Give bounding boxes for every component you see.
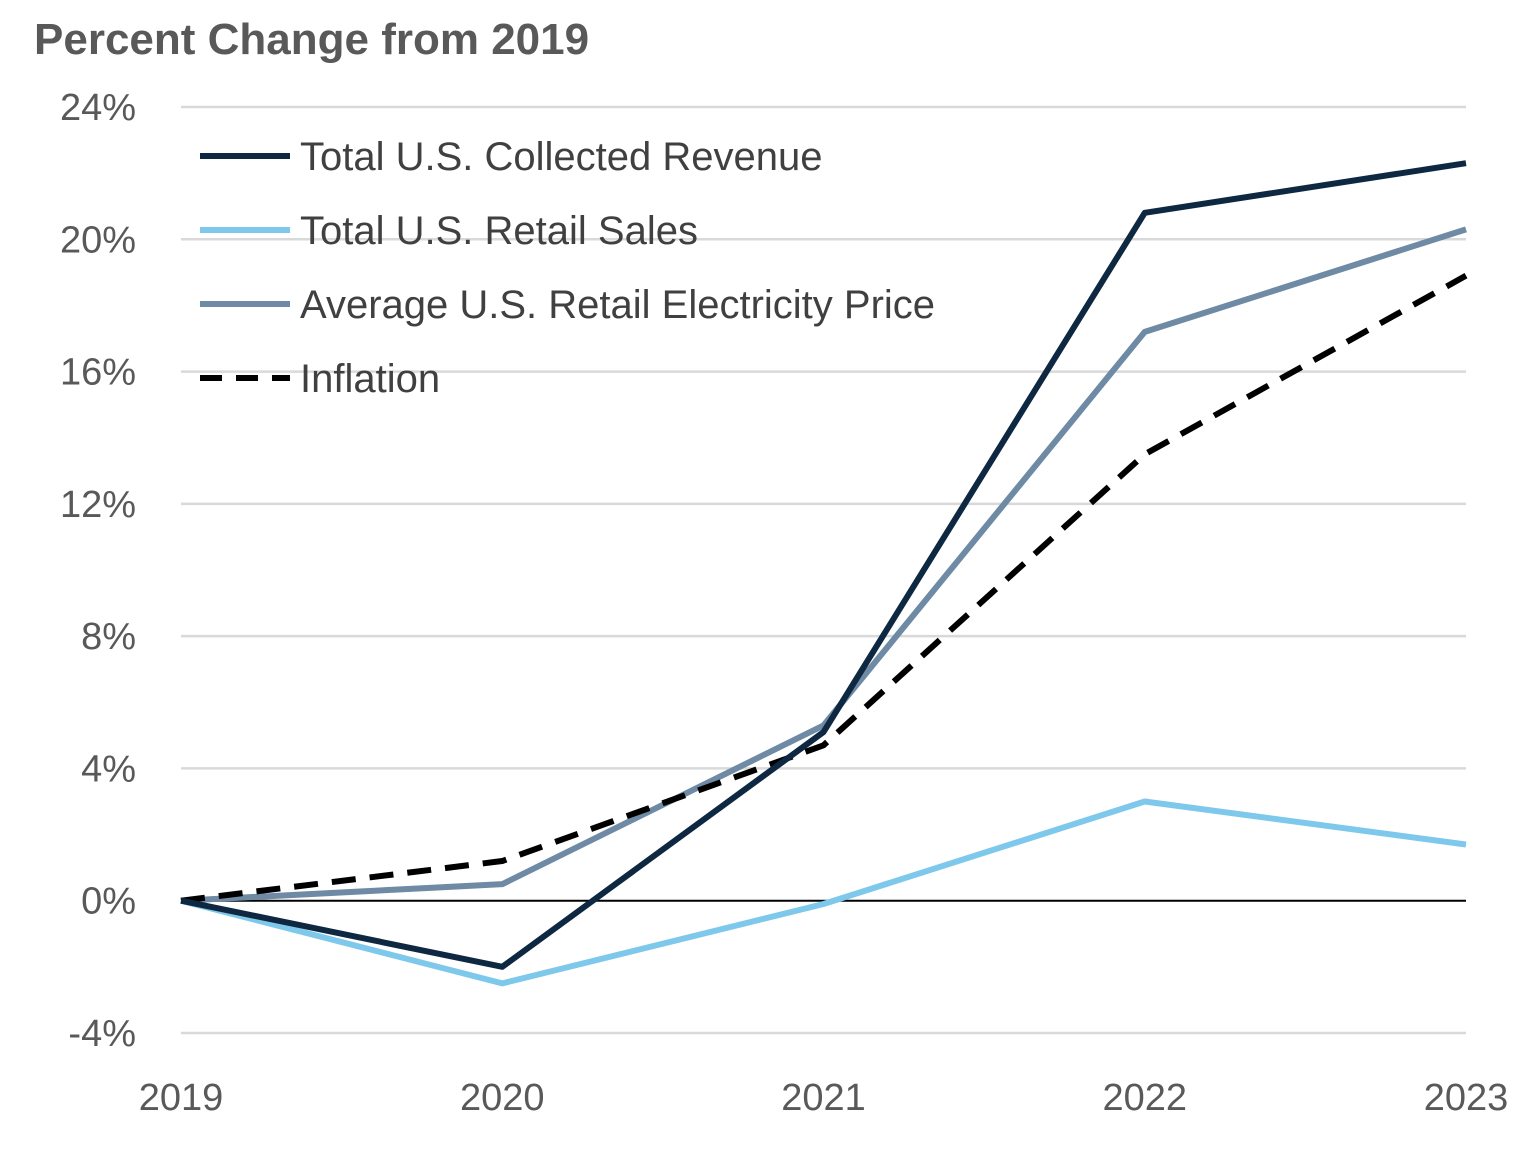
series-line-inflation xyxy=(180,273,1468,904)
x-tick-label: 2019 xyxy=(139,1077,224,1119)
x-axis-ticks: 2019 2020 2021 2022 2023 xyxy=(139,1077,1509,1119)
series-lines xyxy=(180,160,1468,987)
y-tick-label: 12% xyxy=(60,484,136,526)
x-tick-label: 2022 xyxy=(1102,1077,1187,1119)
legend: Total U.S. Collected Revenue Total U.S. R… xyxy=(200,135,935,401)
x-tick-label: 2021 xyxy=(781,1077,866,1119)
y-axis-ticks: -4% 0% 4% 8% 12% 16% 20% 24% xyxy=(60,87,136,1055)
series-line-total-u-s-collected-revenue xyxy=(180,160,1467,970)
y-tick-label: 20% xyxy=(60,219,136,261)
x-tick-label: 2020 xyxy=(460,1077,545,1119)
y-tick-label: 8% xyxy=(81,616,136,658)
series-line-total-u-s-retail-sales xyxy=(180,798,1467,987)
y-tick-label: 4% xyxy=(81,748,136,790)
legend-label: Average U.S. Retail Electricity Price xyxy=(300,283,935,327)
legend-label: Inflation xyxy=(300,357,440,401)
y-tick-label: 16% xyxy=(60,352,136,394)
x-tick-label: 2023 xyxy=(1424,1077,1509,1119)
y-tick-label: 24% xyxy=(60,87,136,129)
legend-label: Total U.S. Collected Revenue xyxy=(300,135,823,179)
y-tick-label: 0% xyxy=(81,881,136,923)
legend-label: Total U.S. Retail Sales xyxy=(300,209,698,253)
y-tick-label: -4% xyxy=(68,1013,136,1055)
gridlines xyxy=(181,105,1466,1035)
series-line-average-u-s-retail-electricity-price xyxy=(180,226,1467,904)
chart-title: Percent Change from 2019 xyxy=(34,15,589,64)
